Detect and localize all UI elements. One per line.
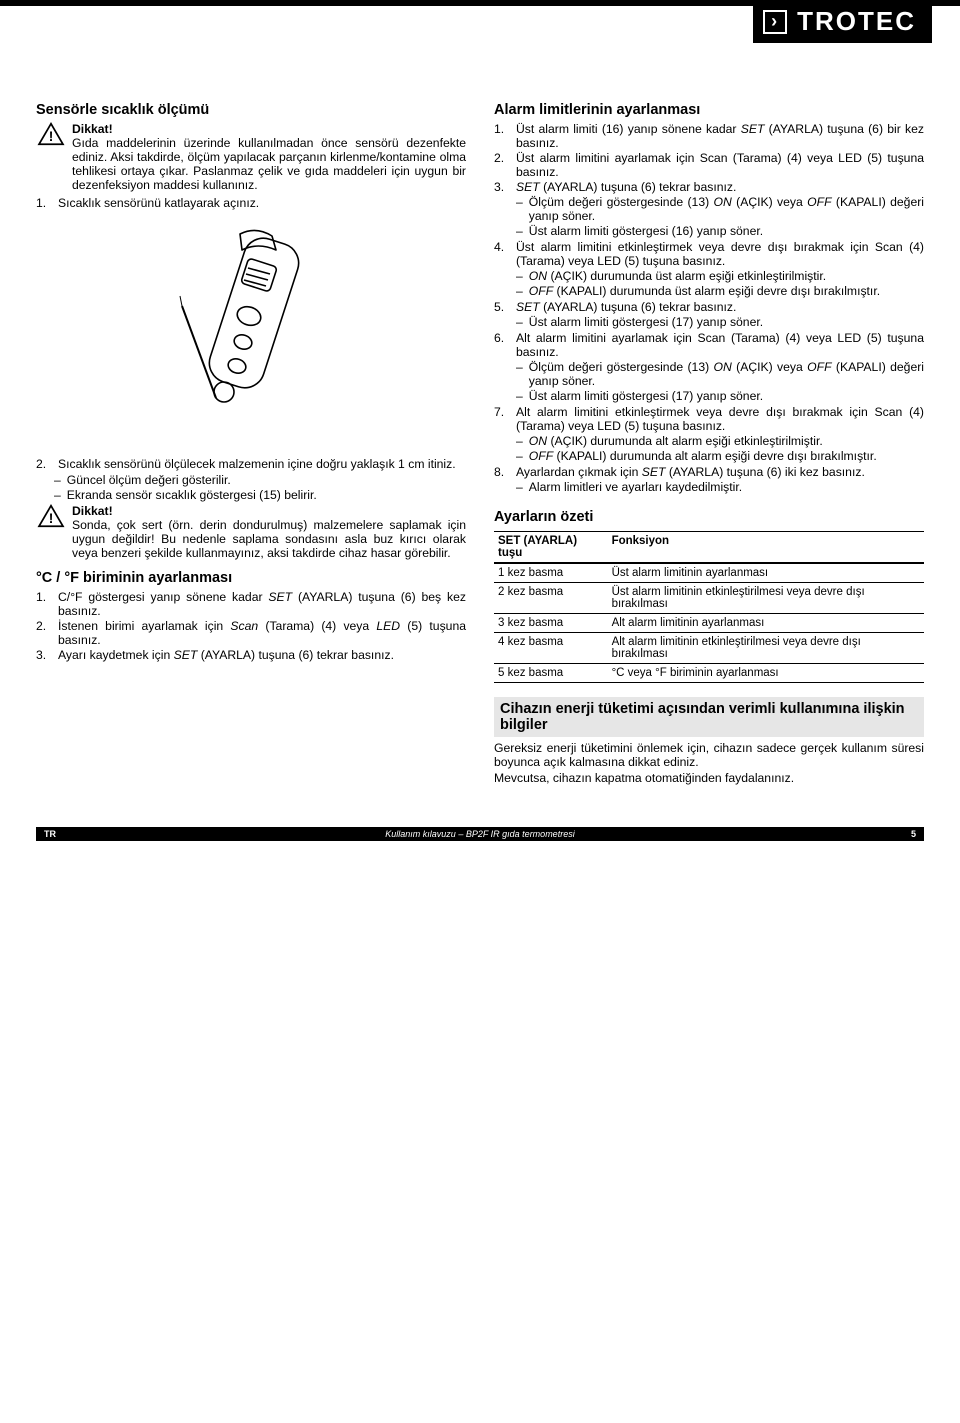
- footer-lang: TR: [44, 829, 84, 839]
- dash-item: ON (AÇIK) durumunda üst alarm eşiği etki…: [516, 269, 924, 283]
- table-row: 5 kez basma°C veya °F biriminin ayarlanm…: [494, 664, 924, 683]
- step-1: 1.Sıcaklık sensörünü katlayarak açınız.: [36, 196, 466, 210]
- warning-2-body: Sonda, çok sert (örn. derin dondurulmuş)…: [72, 518, 466, 560]
- dash-item: Üst alarm limiti göstergesi (17) yanıp s…: [516, 315, 924, 329]
- dash-item: Ölçüm değeri göstergesinde (13) ON (AÇIK…: [516, 195, 924, 223]
- list-item: 7.Alt alarm limitini etkinleştirmek veya…: [494, 405, 924, 464]
- brand-logo: › TROTEC: [753, 0, 932, 43]
- list-item: 8.Ayarlardan çıkmak için SET (AYARLA) tu…: [494, 465, 924, 495]
- dash-item: Alarm limitleri ve ayarları kaydedilmişt…: [516, 480, 924, 494]
- warning-icon: !: [36, 122, 66, 192]
- heading-alarm: Alarm limitlerinin ayarlanması: [494, 102, 924, 118]
- list-item: 1.C/°F göstergesi yanıp sönene kadar SET…: [36, 590, 466, 618]
- footer-bar: TR Kullanım kılavuzu – BP2F IR gıda term…: [36, 827, 924, 841]
- dash-item: Ölçüm değeri göstergesinde (13) ON (AÇIK…: [516, 360, 924, 388]
- logo-icon: ›: [763, 10, 787, 34]
- th-2: Fonksiyon: [608, 532, 924, 564]
- settings-table: SET (AYARLA) tuşu Fonksiyon 1 kez basmaÜ…: [494, 531, 924, 683]
- brand-text: TROTEC: [797, 6, 916, 37]
- step-2: 2.Sıcaklık sensörünü ölçülecek malzemeni…: [36, 457, 466, 471]
- heading-energy: Cihazın enerji tüketimi açısından veriml…: [494, 697, 924, 737]
- warning-1-title: Dikkat!: [72, 122, 466, 136]
- energy-p1: Gereksiz enerji tüketimini önlemek için,…: [494, 741, 924, 769]
- heading-cf: °C / °F biriminin ayarlanması: [36, 570, 466, 586]
- footer-title: Kullanım kılavuzu – BP2F IR gıda termome…: [84, 829, 876, 839]
- list-item: 3.Ayarı kaydetmek için SET (AYARLA) tuşu…: [36, 648, 466, 662]
- list-item: 3.SET (AYARLA) tuşuna (6) tekrar basınız…: [494, 180, 924, 239]
- dash-item: Üst alarm limiti göstergesi (16) yanıp s…: [516, 224, 924, 238]
- list-item: 6.Alt alarm limitini ayarlamak için Scan…: [494, 331, 924, 404]
- heading-sensor: Sensörle sıcaklık ölçümü: [36, 102, 466, 118]
- footer-page: 5: [876, 829, 916, 839]
- heading-summary: Ayarların özeti: [494, 509, 924, 525]
- svg-text:!: !: [49, 129, 54, 144]
- warning-icon: !: [36, 504, 66, 560]
- table-row: 3 kez basmaAlt alarm limitinin ayarlanma…: [494, 614, 924, 633]
- left-column: Sensörle sıcaklık ölçümü ! Dikkat! Gıda …: [36, 102, 466, 787]
- table-row: 1 kez basmaÜst alarm limitinin ayarlanma…: [494, 563, 924, 583]
- list-item: 4.Üst alarm limitini etkinleştirmek veya…: [494, 240, 924, 299]
- dash-item: Üst alarm limiti göstergesi (17) yanıp s…: [516, 389, 924, 403]
- table-row: 2 kez basmaÜst alarm limitinin etkinleşt…: [494, 583, 924, 614]
- list-item: 5.SET (AYARLA) tuşuna (6) tekrar basınız…: [494, 300, 924, 330]
- warning-2: ! Dikkat! Sonda, çok sert (örn. derin do…: [36, 504, 466, 560]
- dash-item: Güncel ölçüm değeri gösterilir.: [54, 473, 466, 487]
- dash-item: ON (AÇIK) durumunda alt alarm eşiği etki…: [516, 434, 924, 448]
- energy-p2: Mevcutsa, cihazın kapatma otomatiğinden …: [494, 771, 924, 785]
- th-1: SET (AYARLA) tuşu: [494, 532, 608, 564]
- warning-2-title: Dikkat!: [72, 504, 466, 518]
- dash-item: OFF (KAPALI) durumunda alt alarm eşiği d…: [516, 449, 924, 463]
- svg-text:!: !: [49, 511, 54, 526]
- warning-1-body: Gıda maddelerinin üzerinde kullanılmadan…: [72, 136, 466, 192]
- list-item: 2.İstenen birimi ayarlamak için Scan (Ta…: [36, 619, 466, 647]
- dash-item: Ekranda sensör sıcaklık göstergesi (15) …: [54, 488, 466, 502]
- warning-1: ! Dikkat! Gıda maddelerinin üzerinde kul…: [36, 122, 466, 192]
- dash-item: OFF (KAPALI) durumunda üst alarm eşiği d…: [516, 284, 924, 298]
- right-column: Alarm limitlerinin ayarlanması 1.Üst ala…: [494, 102, 924, 787]
- list-item: 2.Üst alarm limitini ayarlamak için Scan…: [494, 151, 924, 179]
- list-item: 1.Üst alarm limiti (16) yanıp sönene kad…: [494, 122, 924, 150]
- table-row: 4 kez basmaAlt alarm limitinin etkinleşt…: [494, 633, 924, 664]
- device-figure: [36, 220, 466, 443]
